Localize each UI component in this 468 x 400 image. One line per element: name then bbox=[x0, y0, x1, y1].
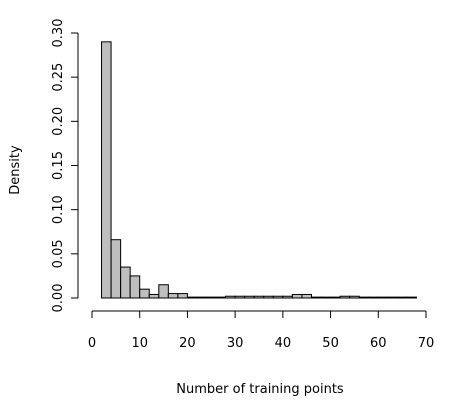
histogram-bar bbox=[263, 295, 274, 299]
histogram-bar bbox=[120, 266, 131, 299]
histogram-bar bbox=[225, 295, 236, 299]
histogram-bar bbox=[139, 288, 150, 299]
x-axis-label: Number of training points bbox=[176, 382, 344, 397]
histogram-bar bbox=[320, 296, 332, 299]
x-tick-label: 10 bbox=[131, 336, 148, 351]
y-tick-label: 0.25 bbox=[51, 63, 66, 92]
histogram-bar bbox=[310, 296, 322, 299]
histogram-bar bbox=[196, 296, 208, 299]
histogram-bar bbox=[158, 284, 169, 299]
histogram-bar bbox=[101, 41, 112, 299]
x-tick-label: 60 bbox=[370, 336, 387, 351]
histogram-bar bbox=[330, 296, 341, 299]
y-tick-label: 0.00 bbox=[51, 284, 66, 313]
histogram-bar bbox=[387, 296, 398, 299]
histogram-bar bbox=[377, 296, 389, 299]
histogram-bar bbox=[129, 275, 141, 299]
histogram-bar bbox=[148, 293, 160, 299]
x-tick-label: 30 bbox=[227, 336, 244, 351]
histogram-bar bbox=[186, 296, 198, 299]
histogram-bar bbox=[206, 296, 217, 299]
histogram-bar bbox=[215, 296, 227, 299]
histogram-bar bbox=[282, 295, 293, 299]
x-tick-label: 20 bbox=[179, 336, 196, 351]
histogram-bar bbox=[167, 293, 179, 299]
y-axis: 0.00 0.05 0.10 0.15 0.20 0.25 0.30 bbox=[51, 19, 79, 313]
histogram-bars bbox=[101, 41, 417, 299]
histogram-bar bbox=[272, 295, 284, 299]
histogram-bar bbox=[110, 239, 122, 299]
histogram-bar bbox=[253, 295, 265, 299]
histogram-bar bbox=[177, 293, 188, 299]
histogram-bar bbox=[368, 296, 379, 299]
x-tick-label: 40 bbox=[275, 336, 292, 351]
histogram-bar bbox=[339, 295, 351, 299]
y-tick-label: 0.20 bbox=[51, 107, 66, 136]
histogram-bar bbox=[396, 296, 408, 299]
histogram-bar bbox=[291, 293, 303, 299]
x-tick-label: 50 bbox=[322, 336, 339, 351]
histogram-bar bbox=[244, 295, 255, 299]
y-axis-label: Density bbox=[8, 145, 23, 195]
histogram-bar bbox=[234, 295, 246, 299]
histogram-bar bbox=[358, 296, 370, 299]
histogram-bar bbox=[301, 293, 312, 299]
y-tick-label: 0.05 bbox=[51, 239, 66, 268]
x-tick-label: 0 bbox=[88, 336, 96, 351]
histogram-bar bbox=[406, 296, 417, 299]
y-tick-label: 0.10 bbox=[51, 195, 66, 224]
histogram-bar bbox=[349, 295, 360, 299]
x-axis: 0 10 20 30 40 50 60 70 bbox=[88, 310, 435, 351]
y-tick-label: 0.30 bbox=[51, 19, 66, 48]
x-tick-label: 70 bbox=[418, 336, 435, 351]
y-tick-label: 0.15 bbox=[51, 151, 66, 180]
